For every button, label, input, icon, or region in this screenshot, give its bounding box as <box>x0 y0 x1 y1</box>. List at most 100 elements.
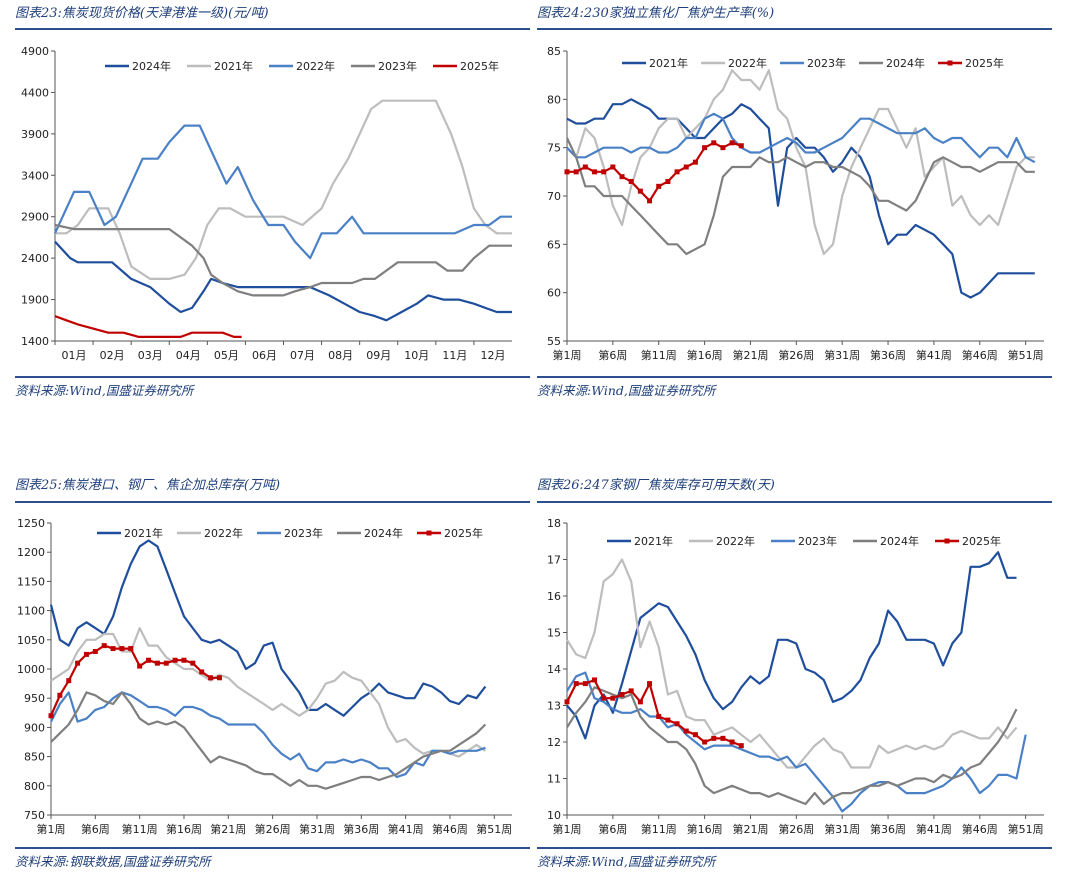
series-point <box>619 692 625 698</box>
series-point <box>592 677 598 683</box>
legend-label: 2022年 <box>204 526 243 540</box>
x-tick-label: 02月 <box>100 349 125 362</box>
series-point <box>92 648 98 654</box>
chart-steel-mill-coke-days: 10 11 12 13 14 15 16 17 18 第1周 第6周 第11周 第16周 第21周 第26周… <box>547 517 1044 836</box>
y-tick-label: 12 <box>547 736 561 749</box>
series-line-2024年 <box>566 686 1018 806</box>
x-tick-label: 第16周 <box>166 822 202 836</box>
y-tick-label: 1000 <box>17 663 45 676</box>
series-point <box>573 169 579 175</box>
series-point <box>154 660 160 666</box>
x-tick-label: 第21周 <box>732 348 768 362</box>
chart-panel-coke-spot-price: 图表23:焦炭现货价格(天津港准一级)(元/吨) 1400 1900 2400 290… <box>15 0 530 410</box>
legend-label: 2023年 <box>798 534 837 548</box>
y-tick-label: 80 <box>547 93 561 106</box>
legend-label: 2022年 <box>716 534 755 548</box>
title-rule <box>15 501 530 503</box>
series-point <box>181 657 187 663</box>
series-point <box>601 695 607 701</box>
series-line-2023年 <box>50 691 486 779</box>
series-point <box>582 164 588 170</box>
x-tick-label: 12月 <box>480 349 505 362</box>
series-point <box>48 713 54 719</box>
y-tick-label: 850 <box>24 751 45 764</box>
y-tick-label: 2900 <box>21 211 49 224</box>
series-point <box>647 198 653 204</box>
y-tick-label: 4900 <box>21 45 49 58</box>
series-line-2022年 <box>566 558 1018 769</box>
series-point <box>101 643 107 649</box>
series-line-2022年 <box>53 124 512 260</box>
series-line-2021年 <box>566 98 1035 299</box>
series-point <box>720 735 726 741</box>
title-rule <box>15 28 530 30</box>
legend-label: 2024年 <box>364 526 403 540</box>
series-point <box>208 675 214 681</box>
x-tick-label: 第51周 <box>476 822 512 836</box>
x-tick-label: 第31周 <box>824 822 860 836</box>
y-tick-label: 70 <box>547 190 561 203</box>
series-point <box>674 169 680 175</box>
legend-label: 2025年 <box>965 56 1004 70</box>
y-tick-label: 11 <box>547 773 561 786</box>
x-tick-label: 第1周 <box>37 822 66 836</box>
x-tick-label: 第21周 <box>210 822 246 836</box>
series-line-2024年 <box>50 691 487 790</box>
legend-label: 2025年 <box>460 59 499 73</box>
x-tick-label: 09月 <box>366 349 391 362</box>
y-tick-label: 4400 <box>21 86 49 99</box>
series-line-2022年 <box>50 626 487 758</box>
legend-label: 2022年 <box>296 59 335 73</box>
legend-label: 2024年 <box>886 56 925 70</box>
y-tick-label: 60 <box>547 287 561 300</box>
series-point <box>711 735 717 741</box>
y-tick-label: 15 <box>547 627 561 640</box>
x-tick-label: 第41周 <box>916 348 952 362</box>
source-rule <box>537 847 1052 849</box>
x-tick-label: 第11周 <box>641 822 677 836</box>
series-point <box>610 695 616 701</box>
series-point <box>637 188 643 194</box>
series-point <box>216 675 222 681</box>
x-tick-label: 第31周 <box>824 348 860 362</box>
series-point <box>702 739 708 745</box>
y-tick-label: 800 <box>24 780 45 793</box>
series-point <box>628 179 634 184</box>
y-tick-label: 750 <box>24 809 45 822</box>
x-tick-label: 第1周 <box>553 822 582 836</box>
legend-label: 2021年 <box>124 526 163 540</box>
series-point <box>110 646 116 652</box>
series-point <box>692 732 698 738</box>
series-point <box>674 721 680 727</box>
y-tick-label: 900 <box>24 721 45 734</box>
source-rule <box>537 376 1052 378</box>
y-tick-label: 1200 <box>17 546 45 559</box>
series-point <box>573 681 579 687</box>
legend-label: 2021年 <box>214 59 253 73</box>
title-rule <box>537 28 1052 30</box>
chart-coke-oven-utilization: 55 60 65 70 75 80 85 第1周 第6周 第11周 第16周 第21周 第26周 第31周… <box>547 45 1044 362</box>
series-point <box>720 145 726 151</box>
source-rule <box>15 376 530 378</box>
y-tick-label: 17 <box>547 554 561 567</box>
series-point <box>172 657 178 663</box>
legend-label: 2023年 <box>284 526 323 540</box>
series-point <box>692 159 698 165</box>
x-tick-label: 第16周 <box>687 348 723 362</box>
x-tick-label: 05月 <box>214 349 239 362</box>
legend-label: 2021年 <box>634 534 673 548</box>
x-tick-label: 第6周 <box>81 822 110 836</box>
series-point <box>738 743 744 749</box>
series-line-2021年 <box>49 539 487 717</box>
series-line-2021年 <box>566 551 1017 740</box>
chart-title: 图表25:焦炭港口、钢厂、焦企加总库存(万吨) <box>15 478 281 493</box>
series-point <box>163 660 169 666</box>
y-tick-label: 2400 <box>21 252 49 265</box>
series-point <box>75 660 81 666</box>
legend-label: 2025年 <box>962 534 1001 548</box>
y-tick-label: 950 <box>24 692 45 705</box>
x-tick-label: 第36周 <box>870 822 906 836</box>
series-point <box>137 663 143 669</box>
x-tick-label: 第21周 <box>732 822 768 836</box>
chart-panel-coke-oven-utilization: 图表24:230家独立焦化厂焦炉生产率(%) 55 60 65 70 75 80 85 第1周… <box>537 0 1052 410</box>
